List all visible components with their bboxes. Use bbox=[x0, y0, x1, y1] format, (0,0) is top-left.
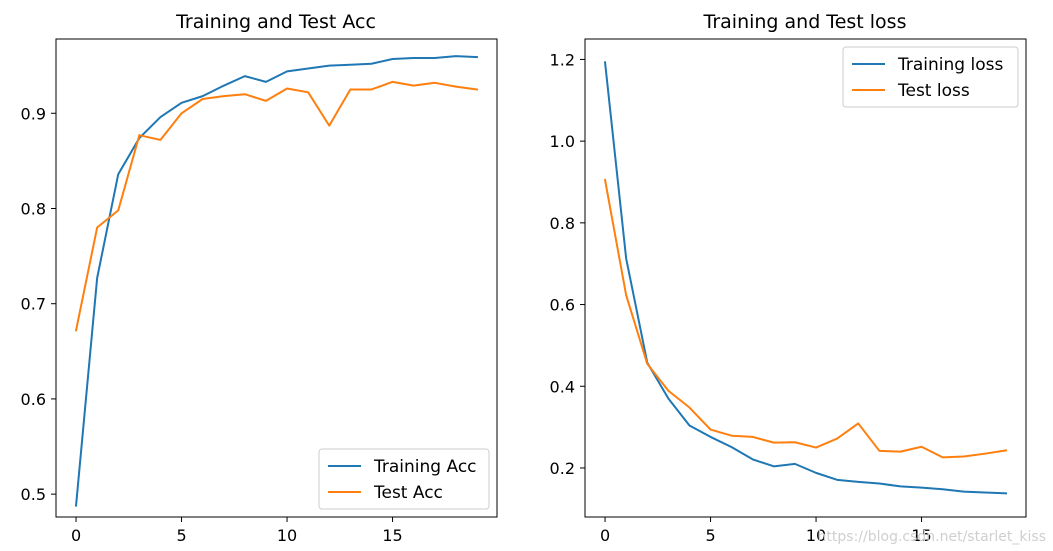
loss-ytick-label: 1.2 bbox=[550, 50, 575, 69]
loss-ytick-label: 0.6 bbox=[550, 296, 575, 315]
acc-series-line-training-acc bbox=[74, 55, 478, 507]
loss-series-layer bbox=[603, 61, 1008, 495]
acc-ytick-label: 0.7 bbox=[21, 295, 46, 314]
acc-xtick-label: 0 bbox=[71, 526, 81, 545]
loss-ytick-label: 1.0 bbox=[550, 132, 575, 151]
acc-ytick-label: 0.8 bbox=[21, 199, 46, 218]
loss-ticks-layer: 0 5 10 15 0.2 0.4 0.6 0.8 1.0 1.2 bbox=[550, 50, 932, 545]
acc-legend-label-test: Test Acc bbox=[373, 483, 443, 503]
loss-legend: Training loss Test loss bbox=[842, 46, 1019, 108]
acc-legend-box bbox=[318, 448, 490, 510]
acc-ytick-label: 0.5 bbox=[21, 485, 46, 504]
loss-ytick-label: 0.8 bbox=[550, 214, 575, 233]
acc-chart-title: Training and Test Acc bbox=[175, 11, 376, 33]
acc-plot-frame bbox=[55, 38, 498, 518]
loss-legend-label-training: Training loss bbox=[897, 55, 1003, 75]
acc-ytick-label: 0.6 bbox=[21, 390, 46, 409]
acc-ytick-label: 0.9 bbox=[21, 104, 46, 123]
loss-xtick-label: 10 bbox=[806, 526, 826, 545]
acc-xtick-label: 15 bbox=[382, 526, 402, 545]
loss-series-line-training-loss bbox=[603, 61, 1007, 495]
loss-xtick-label: 15 bbox=[911, 526, 931, 545]
acc-xtick-label: 5 bbox=[176, 526, 186, 545]
loss-plot-frame bbox=[584, 38, 1027, 518]
loss-ytick-label: 0.2 bbox=[550, 459, 575, 478]
loss-ytick-label: 0.4 bbox=[550, 377, 575, 396]
acc-chart: Training and Test Acc 0 5 10 15 0.5 0.6 0.7 0.8… bbox=[21, 11, 498, 545]
acc-series-line-test-acc bbox=[74, 80, 479, 332]
loss-legend-box bbox=[842, 46, 1019, 108]
acc-series-layer bbox=[74, 55, 479, 507]
acc-legend: Training Acc Test Acc bbox=[318, 448, 490, 510]
loss-chart-title: Training and Test loss bbox=[703, 11, 907, 33]
loss-legend-label-test: Test loss bbox=[897, 81, 970, 101]
acc-ticks-layer: 0 5 10 15 0.5 0.6 0.7 0.8 0.9 bbox=[21, 104, 403, 545]
acc-legend-label-training: Training Acc bbox=[373, 457, 477, 477]
loss-xtick-label: 0 bbox=[600, 526, 610, 545]
acc-xtick-label: 10 bbox=[277, 526, 297, 545]
loss-series-line-test-loss bbox=[603, 178, 1008, 459]
watermark-text: https://blog.csdn.net/starlet_kiss bbox=[818, 529, 1046, 545]
loss-chart: Training and Test loss 0 5 10 15 0.2 0.4 0.6 0.… bbox=[550, 11, 1027, 545]
loss-xtick-label: 5 bbox=[705, 526, 715, 545]
